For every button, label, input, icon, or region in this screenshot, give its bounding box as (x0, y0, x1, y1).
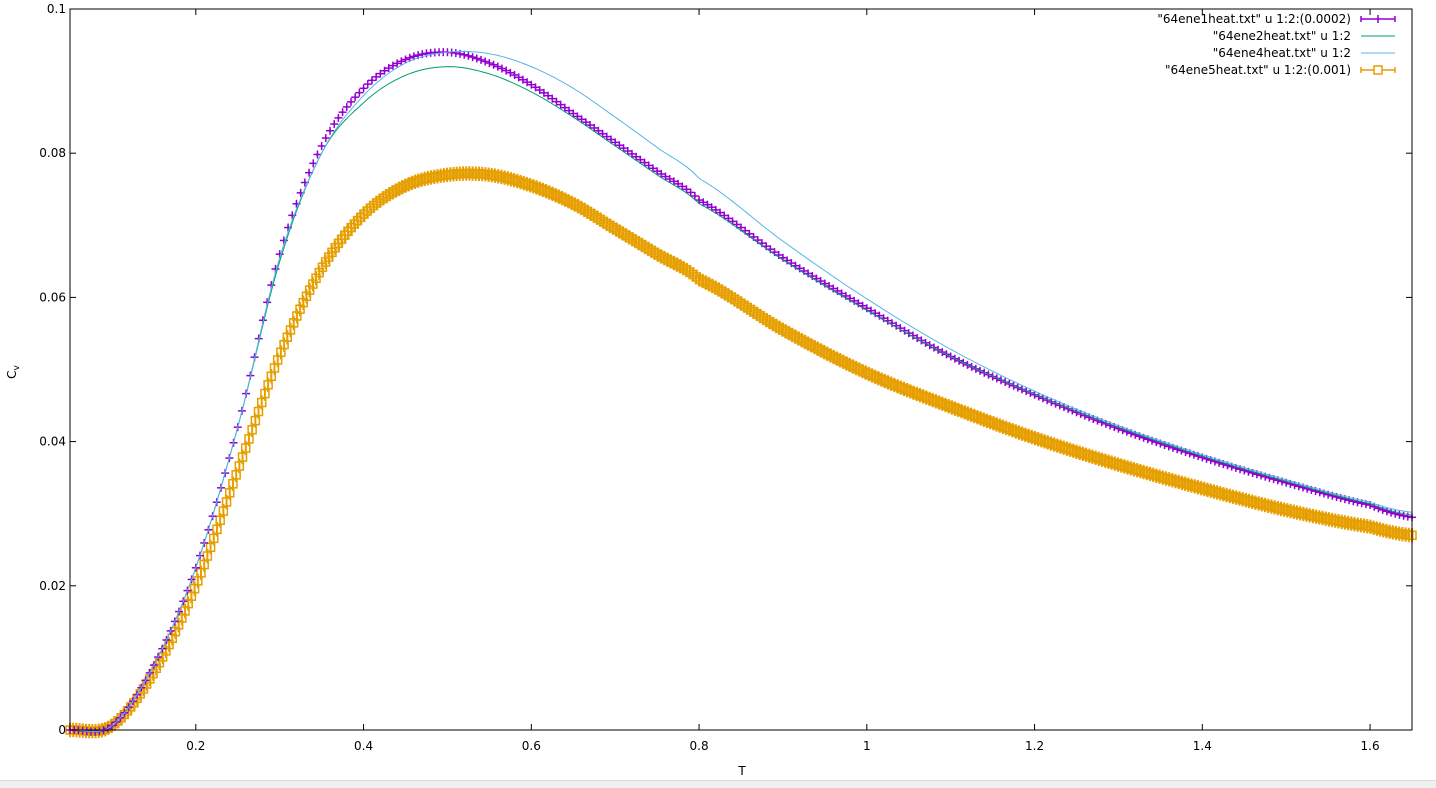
y-tick-label: 0.06 (39, 290, 66, 304)
data-point (237, 452, 248, 462)
y-tick-label: 0.08 (39, 146, 66, 160)
data-point (215, 515, 225, 526)
y-tick-label: 0.02 (39, 579, 66, 593)
y-axis-label-subscript: v (12, 364, 22, 370)
legend-label: "64ene4heat.txt" u 1:2 (1213, 46, 1351, 60)
data-point (212, 524, 222, 535)
y-axis-label-main: C (5, 370, 19, 378)
data-point (253, 406, 264, 417)
data-point (234, 461, 245, 471)
x-tick-label: 1.6 (1361, 739, 1380, 753)
data-point (225, 488, 235, 498)
data-point (231, 470, 241, 480)
legend-label: "64ene1heat.txt" u 1:2:(0.0002) (1157, 12, 1351, 26)
x-tick-label: 0.6 (522, 739, 541, 753)
x-tick-label: 0.2 (186, 739, 205, 753)
series-line (69, 66, 1413, 733)
data-point (205, 542, 216, 553)
data-point (221, 497, 232, 507)
data-point (247, 425, 257, 435)
x-tick-label: 0.8 (690, 739, 709, 753)
series-4 (65, 166, 1417, 739)
data-point (244, 434, 254, 444)
y-tick-label: 0.04 (39, 435, 66, 449)
data-point (209, 533, 219, 544)
series-layer (65, 48, 1417, 739)
legend-label: "64ene2heat.txt" u 1:2 (1213, 29, 1351, 43)
series-3 (69, 50, 1413, 733)
plot-frame (69, 8, 1413, 731)
data-point (250, 415, 261, 426)
data-point (256, 397, 267, 408)
legend-label: "64ene5heat.txt" u 1:2:(0.001) (1165, 63, 1351, 77)
legend-entry-3: "64ene4heat.txt" u 1:2 (1213, 46, 1395, 60)
x-tick-label: 1.2 (1025, 739, 1044, 753)
x-ticks: 0.2 0.4 0.6 0.8 1 1.2 1.4 1.6 (186, 9, 1380, 753)
legend-entry-1: "64ene1heat.txt" u 1:2:(0.0002) (1157, 12, 1396, 26)
x-tick-label: 1.4 (1193, 739, 1212, 753)
data-point (218, 506, 229, 516)
x-tick-label: 0.4 (354, 739, 373, 753)
legend-entry-2: "64ene2heat.txt" u 1:2 (1213, 29, 1395, 43)
y-tick-label: 0 (58, 723, 66, 737)
window-bottom-strip (0, 780, 1436, 788)
legend-marker (1373, 65, 1383, 75)
y-axis-label: Cv (5, 364, 22, 378)
y-ticks: 0 0.02 0.04 0.06 0.08 0.1 (39, 2, 1412, 737)
data-point (228, 479, 238, 489)
series-2 (69, 66, 1413, 733)
x-axis-label: T (737, 764, 746, 778)
legend: "64ene1heat.txt" u 1:2:(0.0002) "64ene2he… (1157, 12, 1396, 77)
series-line (69, 50, 1413, 733)
legend-entry-4: "64ene5heat.txt" u 1:2:(0.001) (1165, 63, 1396, 77)
y-tick-label: 0.1 (47, 2, 66, 16)
data-point (240, 443, 251, 453)
x-tick-label: 1 (863, 739, 871, 753)
data-point (282, 332, 293, 342)
